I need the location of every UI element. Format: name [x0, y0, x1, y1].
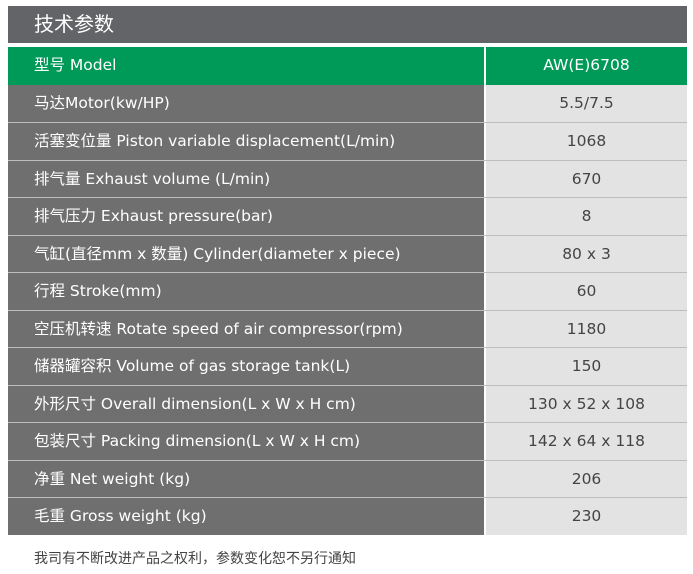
table-row: 空压机转速 Rotate speed of air compressor(rpm… — [8, 309, 687, 347]
spec-label: 行程 Stroke(mm) — [8, 273, 486, 310]
table-row: 外形尺寸 Overall dimension(L x W x H cm) 130 … — [8, 384, 687, 422]
spec-label: 排气压力 Exhaust pressure(bar) — [8, 198, 486, 235]
table-row: 储器罐容积 Volume of gas storage tank(L) 150 — [8, 347, 687, 385]
spec-value: 206 — [486, 460, 687, 497]
spec-label: 毛重 Gross weight (kg) — [8, 498, 486, 535]
spec-value: 5.5/7.5 — [486, 84, 687, 122]
spec-value: 142 x 64 x 118 — [486, 423, 687, 460]
spec-value: 1068 — [486, 123, 687, 160]
spec-value: 8 — [486, 198, 687, 235]
table-row: 排气压力 Exhaust pressure(bar) 8 — [8, 197, 687, 235]
spec-value: 80 x 3 — [486, 235, 687, 272]
spec-value: 670 — [486, 160, 687, 197]
header-label: 型号 Model — [8, 47, 486, 85]
spec-label: 净重 Net weight (kg) — [8, 460, 486, 497]
spec-label: 马达Motor(kw/HP) — [8, 84, 486, 122]
spec-value: 130 x 52 x 108 — [486, 385, 687, 422]
spec-label: 活塞变位量 Piston variable displacement(L/min… — [8, 123, 486, 160]
spec-label: 包装尺寸 Packing dimension(L x W x H cm) — [8, 423, 486, 460]
spec-label: 气缸(直径mm x 数量) Cylinder(diameter x piece) — [8, 235, 486, 272]
spec-value: 60 — [486, 273, 687, 310]
table-header-row: 型号 Model AW(E)6708 — [8, 47, 687, 85]
table-row: 包装尺寸 Packing dimension(L x W x H cm) 142 … — [8, 422, 687, 460]
spec-value: 1180 — [486, 310, 687, 347]
table-row: 毛重 Gross weight (kg) 230 — [8, 497, 687, 535]
section-title: 技术参数 — [8, 6, 687, 43]
table-row: 排气量 Exhaust volume (L/min) 670 — [8, 159, 687, 197]
table-row: 净重 Net weight (kg) 206 — [8, 459, 687, 497]
spec-label: 排气量 Exhaust volume (L/min) — [8, 160, 486, 197]
table-row: 气缸(直径mm x 数量) Cylinder(diameter x piece)… — [8, 234, 687, 272]
table-row: 马达Motor(kw/HP) 5.5/7.5 — [8, 84, 687, 122]
spec-value: 230 — [486, 498, 687, 535]
table-row: 活塞变位量 Piston variable displacement(L/min… — [8, 122, 687, 160]
spec-value: 150 — [486, 348, 687, 385]
disclaimer-note: 我司有不断改进产品之权利，参数变化恕不另行通知 — [34, 551, 356, 567]
spec-label: 外形尺寸 Overall dimension(L x W x H cm) — [8, 385, 486, 422]
header-value: AW(E)6708 — [486, 47, 687, 85]
table-row: 行程 Stroke(mm) 60 — [8, 272, 687, 310]
spec-table: 型号 Model AW(E)6708 马达Motor(kw/HP) 5.5/7.5… — [8, 47, 687, 535]
spec-label: 储器罐容积 Volume of gas storage tank(L) — [8, 348, 486, 385]
spec-label: 空压机转速 Rotate speed of air compressor(rpm… — [8, 310, 486, 347]
